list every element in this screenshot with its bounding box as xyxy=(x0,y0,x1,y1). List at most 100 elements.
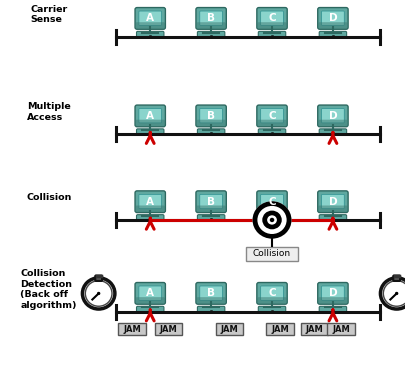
FancyBboxPatch shape xyxy=(196,7,226,29)
Text: C: C xyxy=(268,111,275,121)
Text: A: A xyxy=(146,197,154,207)
Text: JAM: JAM xyxy=(305,324,323,334)
Bar xyxy=(300,323,328,335)
FancyBboxPatch shape xyxy=(318,306,346,312)
FancyBboxPatch shape xyxy=(199,11,222,25)
FancyBboxPatch shape xyxy=(392,275,399,281)
FancyBboxPatch shape xyxy=(196,120,225,126)
FancyBboxPatch shape xyxy=(318,129,346,135)
FancyBboxPatch shape xyxy=(139,194,161,209)
FancyBboxPatch shape xyxy=(257,206,286,212)
Circle shape xyxy=(98,292,99,294)
FancyBboxPatch shape xyxy=(321,108,343,123)
FancyBboxPatch shape xyxy=(197,215,224,220)
FancyBboxPatch shape xyxy=(135,297,164,304)
Circle shape xyxy=(257,206,286,234)
FancyBboxPatch shape xyxy=(136,306,164,312)
Text: B: B xyxy=(207,111,215,121)
Bar xyxy=(154,323,182,335)
FancyBboxPatch shape xyxy=(257,297,286,304)
Bar xyxy=(326,323,354,335)
Bar xyxy=(245,246,298,261)
FancyBboxPatch shape xyxy=(135,7,165,29)
FancyBboxPatch shape xyxy=(318,206,347,212)
FancyBboxPatch shape xyxy=(197,306,224,312)
FancyBboxPatch shape xyxy=(139,108,161,123)
FancyBboxPatch shape xyxy=(256,191,286,213)
Bar xyxy=(118,323,145,335)
Circle shape xyxy=(85,281,112,306)
FancyBboxPatch shape xyxy=(260,108,283,123)
Text: D: D xyxy=(328,13,337,23)
FancyBboxPatch shape xyxy=(318,120,347,126)
FancyBboxPatch shape xyxy=(258,215,285,220)
FancyBboxPatch shape xyxy=(135,120,164,126)
FancyBboxPatch shape xyxy=(260,194,283,209)
Text: Carrier
Sense: Carrier Sense xyxy=(30,5,67,24)
Circle shape xyxy=(379,278,405,309)
FancyBboxPatch shape xyxy=(260,286,283,300)
Text: A: A xyxy=(146,111,154,121)
Text: Multiple
Access: Multiple Access xyxy=(27,103,70,122)
Text: B: B xyxy=(207,197,215,207)
Text: A: A xyxy=(146,288,154,298)
Text: D: D xyxy=(328,288,337,298)
FancyBboxPatch shape xyxy=(135,191,165,213)
FancyBboxPatch shape xyxy=(196,297,225,304)
FancyBboxPatch shape xyxy=(196,22,225,29)
FancyBboxPatch shape xyxy=(197,129,224,135)
FancyBboxPatch shape xyxy=(318,31,346,37)
Circle shape xyxy=(395,292,396,294)
FancyBboxPatch shape xyxy=(135,105,165,127)
Circle shape xyxy=(382,281,405,306)
FancyBboxPatch shape xyxy=(136,31,164,37)
FancyBboxPatch shape xyxy=(199,286,222,300)
FancyBboxPatch shape xyxy=(318,297,347,304)
Text: A: A xyxy=(146,13,154,23)
Text: B: B xyxy=(207,288,215,298)
FancyBboxPatch shape xyxy=(256,7,286,29)
FancyBboxPatch shape xyxy=(317,282,347,304)
FancyBboxPatch shape xyxy=(321,11,343,25)
FancyBboxPatch shape xyxy=(139,286,161,300)
Bar xyxy=(266,323,293,335)
FancyBboxPatch shape xyxy=(318,22,347,29)
Text: JAM: JAM xyxy=(159,324,177,334)
FancyBboxPatch shape xyxy=(197,31,224,37)
Text: D: D xyxy=(328,111,337,121)
Text: B: B xyxy=(207,13,215,23)
Text: C: C xyxy=(268,13,275,23)
FancyBboxPatch shape xyxy=(136,215,164,220)
FancyBboxPatch shape xyxy=(256,105,286,127)
Circle shape xyxy=(266,215,276,225)
Circle shape xyxy=(262,211,281,229)
Circle shape xyxy=(270,218,273,222)
Text: D: D xyxy=(328,197,337,207)
FancyBboxPatch shape xyxy=(257,22,286,29)
FancyBboxPatch shape xyxy=(196,282,226,304)
FancyBboxPatch shape xyxy=(135,282,165,304)
Bar xyxy=(215,323,243,335)
FancyBboxPatch shape xyxy=(257,120,286,126)
Text: JAM: JAM xyxy=(331,324,349,334)
Circle shape xyxy=(252,201,291,239)
FancyBboxPatch shape xyxy=(317,191,347,213)
FancyBboxPatch shape xyxy=(260,11,283,25)
FancyBboxPatch shape xyxy=(199,108,222,123)
FancyBboxPatch shape xyxy=(258,129,285,135)
Text: C: C xyxy=(268,197,275,207)
FancyBboxPatch shape xyxy=(318,215,346,220)
Circle shape xyxy=(252,201,291,239)
Text: C: C xyxy=(268,288,275,298)
FancyBboxPatch shape xyxy=(196,191,226,213)
FancyBboxPatch shape xyxy=(135,22,164,29)
FancyBboxPatch shape xyxy=(199,194,222,209)
Circle shape xyxy=(82,278,115,309)
FancyBboxPatch shape xyxy=(196,105,226,127)
Text: JAM: JAM xyxy=(220,324,238,334)
FancyBboxPatch shape xyxy=(321,286,343,300)
FancyBboxPatch shape xyxy=(256,282,286,304)
FancyBboxPatch shape xyxy=(258,306,285,312)
FancyBboxPatch shape xyxy=(135,206,164,212)
FancyBboxPatch shape xyxy=(321,194,343,209)
